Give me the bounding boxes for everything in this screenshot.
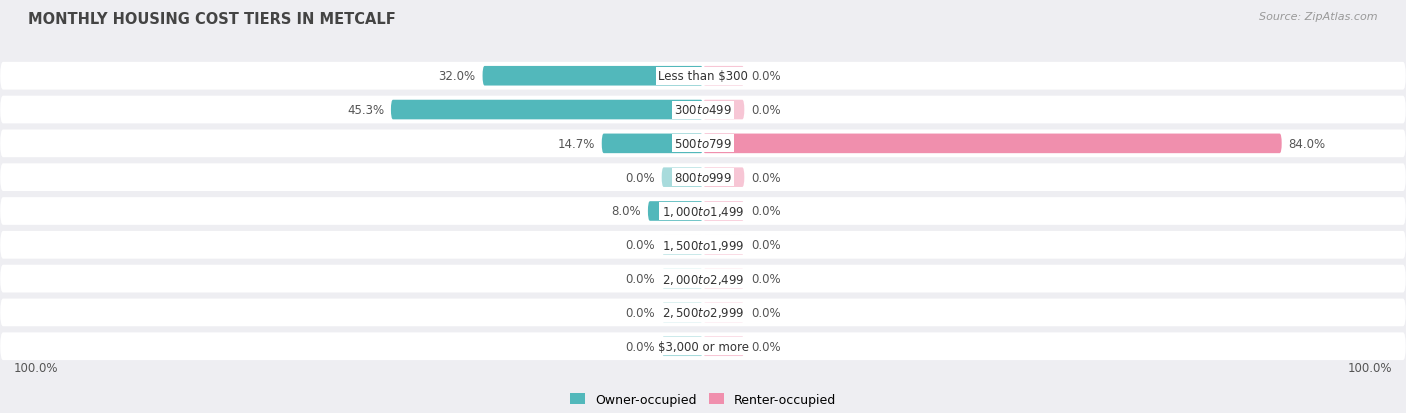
Text: $300 to $499: $300 to $499 (673, 104, 733, 117)
FancyBboxPatch shape (0, 130, 1406, 158)
Text: 0.0%: 0.0% (751, 239, 780, 252)
Text: 0.0%: 0.0% (626, 171, 655, 184)
Text: 0.0%: 0.0% (626, 340, 655, 353)
FancyBboxPatch shape (0, 198, 1406, 225)
Text: 0.0%: 0.0% (751, 340, 780, 353)
Text: 0.0%: 0.0% (751, 273, 780, 285)
FancyBboxPatch shape (703, 202, 744, 221)
FancyBboxPatch shape (703, 134, 1282, 154)
Legend: Owner-occupied, Renter-occupied: Owner-occupied, Renter-occupied (565, 388, 841, 411)
FancyBboxPatch shape (648, 202, 703, 221)
Text: 100.0%: 100.0% (1347, 361, 1392, 374)
FancyBboxPatch shape (703, 235, 744, 255)
FancyBboxPatch shape (703, 337, 744, 356)
Text: $3,000 or more: $3,000 or more (658, 340, 748, 353)
Text: 0.0%: 0.0% (626, 273, 655, 285)
Text: $1,500 to $1,999: $1,500 to $1,999 (662, 238, 744, 252)
FancyBboxPatch shape (703, 303, 744, 323)
Text: 84.0%: 84.0% (1289, 138, 1326, 150)
FancyBboxPatch shape (703, 269, 744, 289)
FancyBboxPatch shape (602, 134, 703, 154)
Text: 0.0%: 0.0% (626, 306, 655, 319)
Text: $800 to $999: $800 to $999 (673, 171, 733, 184)
FancyBboxPatch shape (662, 337, 703, 356)
FancyBboxPatch shape (662, 168, 703, 188)
FancyBboxPatch shape (0, 231, 1406, 259)
Text: 0.0%: 0.0% (751, 205, 780, 218)
FancyBboxPatch shape (391, 100, 703, 120)
FancyBboxPatch shape (703, 100, 744, 120)
FancyBboxPatch shape (0, 332, 1406, 360)
FancyBboxPatch shape (0, 97, 1406, 124)
Text: $2,500 to $2,999: $2,500 to $2,999 (662, 306, 744, 320)
Text: Less than $300: Less than $300 (658, 70, 748, 83)
Text: $2,000 to $2,499: $2,000 to $2,499 (662, 272, 744, 286)
Text: 0.0%: 0.0% (626, 239, 655, 252)
Text: 32.0%: 32.0% (439, 70, 475, 83)
Text: Source: ZipAtlas.com: Source: ZipAtlas.com (1260, 12, 1378, 22)
Text: 45.3%: 45.3% (347, 104, 384, 117)
FancyBboxPatch shape (662, 303, 703, 323)
Text: 0.0%: 0.0% (751, 104, 780, 117)
FancyBboxPatch shape (0, 265, 1406, 293)
Text: 0.0%: 0.0% (751, 171, 780, 184)
Text: 8.0%: 8.0% (612, 205, 641, 218)
FancyBboxPatch shape (0, 63, 1406, 90)
FancyBboxPatch shape (703, 168, 744, 188)
Text: $500 to $799: $500 to $799 (673, 138, 733, 150)
Text: 14.7%: 14.7% (557, 138, 595, 150)
FancyBboxPatch shape (662, 269, 703, 289)
Text: $1,000 to $1,499: $1,000 to $1,499 (662, 204, 744, 218)
FancyBboxPatch shape (482, 67, 703, 86)
Text: 0.0%: 0.0% (751, 306, 780, 319)
FancyBboxPatch shape (662, 235, 703, 255)
FancyBboxPatch shape (0, 164, 1406, 192)
Text: 100.0%: 100.0% (14, 361, 59, 374)
FancyBboxPatch shape (0, 299, 1406, 327)
FancyBboxPatch shape (703, 67, 744, 86)
Text: 0.0%: 0.0% (751, 70, 780, 83)
Text: MONTHLY HOUSING COST TIERS IN METCALF: MONTHLY HOUSING COST TIERS IN METCALF (28, 12, 396, 27)
